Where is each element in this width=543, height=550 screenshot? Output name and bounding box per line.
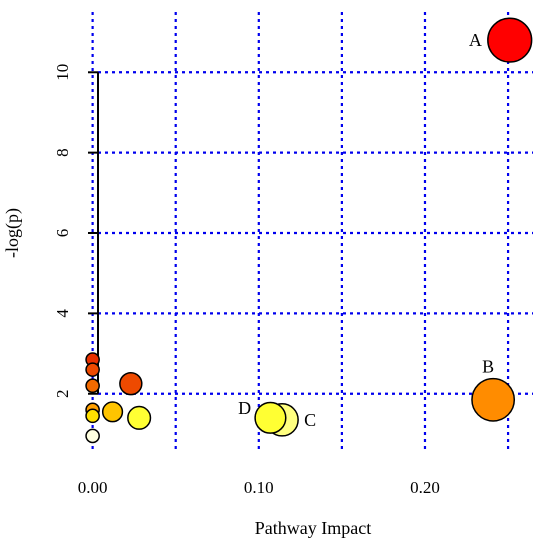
y-tick-labels: 2 4 6 8 10 [53, 64, 72, 398]
point-label-b: B [482, 357, 494, 377]
point-label-a: A [469, 30, 482, 50]
data-point [85, 362, 100, 377]
data-point [119, 371, 143, 396]
data-point [85, 378, 100, 394]
data-point [85, 428, 100, 444]
point-labels: A B C D [238, 30, 494, 430]
point-d [254, 401, 287, 434]
x-tick-label: 0.10 [244, 478, 274, 497]
y-tick-label: 6 [53, 229, 72, 238]
axes [88, 71, 99, 395]
x-axis-title: Pathway Impact [255, 518, 371, 538]
point-b [471, 377, 516, 422]
y-tick-label: 4 [53, 309, 72, 318]
y-tick-label: 10 [53, 64, 72, 81]
point-label-d: D [238, 398, 251, 418]
data-point [85, 408, 100, 424]
x-tick-label: 0.20 [410, 478, 440, 497]
data-point [127, 405, 152, 430]
y-tick-label: 2 [53, 389, 72, 398]
data-point [101, 401, 124, 423]
grid-lines [91, 12, 533, 450]
x-tick-label: 0.00 [78, 478, 108, 497]
data-points [85, 17, 533, 444]
y-axis-title: -log(p) [2, 208, 23, 258]
point-label-c: C [304, 410, 316, 430]
x-tick-labels: 0.00 0.10 0.20 [78, 478, 440, 497]
y-tick-label: 8 [53, 148, 72, 157]
point-a [487, 17, 533, 63]
